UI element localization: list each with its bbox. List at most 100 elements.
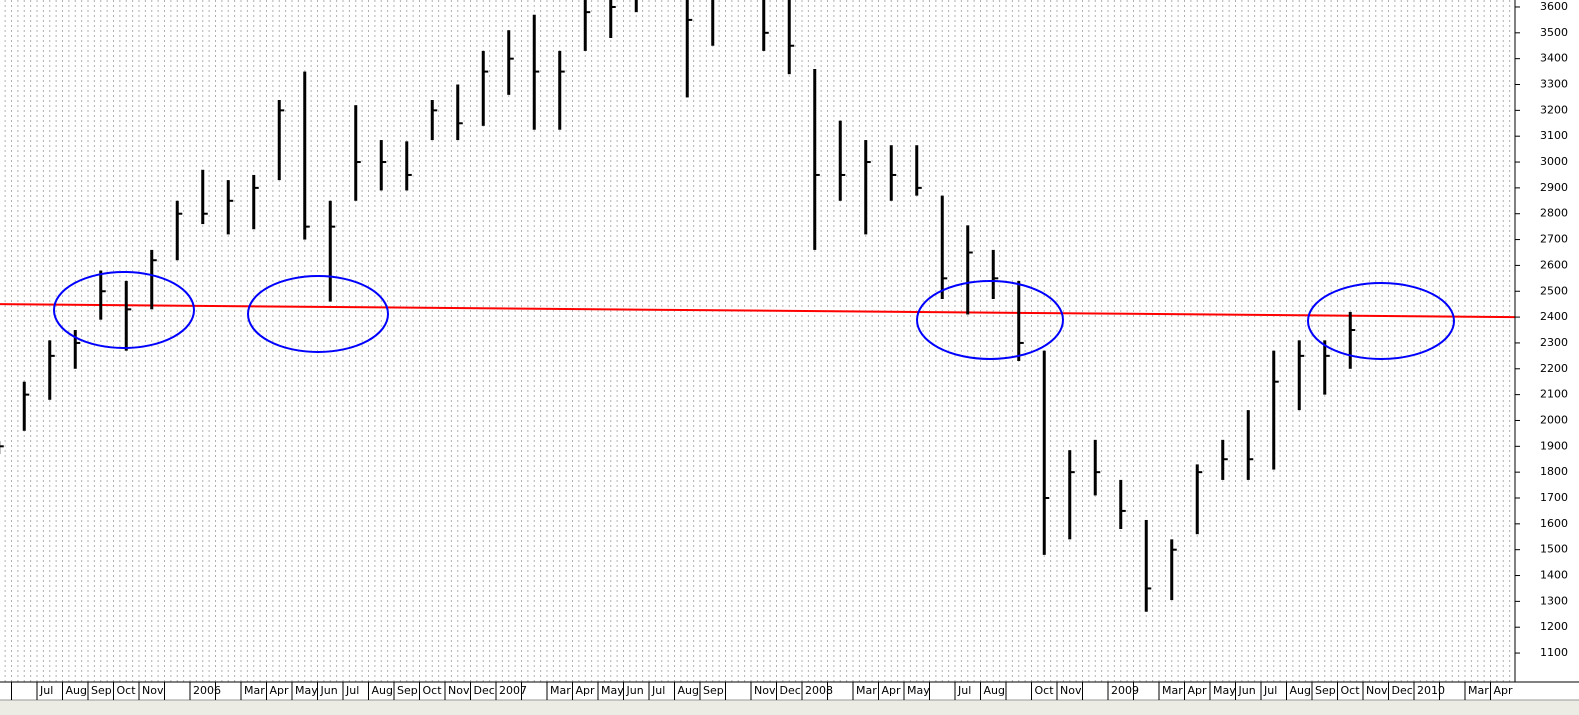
highlight-ellipse [1307, 282, 1455, 360]
y-tick-label: 2200 [1540, 362, 1568, 375]
price-bar [787, 0, 791, 75]
price-bar [864, 140, 868, 235]
y-tick-label: 2300 [1540, 336, 1568, 349]
price-bar [813, 69, 817, 250]
x-tick-label: Sep [91, 684, 112, 697]
y-tick-label: 1100 [1540, 646, 1568, 659]
x-tick-label: 2006 [193, 684, 221, 697]
y-tick-label: 1300 [1540, 594, 1568, 607]
price-bar [1144, 519, 1148, 612]
price-bar [405, 141, 409, 191]
x-tick-label: Apr [270, 684, 290, 697]
x-tick-label: Aug [678, 684, 699, 697]
price-bar [99, 270, 103, 320]
x-tick-label: May [601, 684, 624, 697]
price-bar [1170, 539, 1174, 601]
price-bar [150, 249, 154, 310]
y-tick-label: 3200 [1540, 103, 1568, 116]
x-tick-label: Aug [1290, 684, 1311, 697]
y-tick-label: 1500 [1540, 543, 1568, 556]
y-tick-label: 3300 [1540, 78, 1568, 91]
grid [4, 0, 1511, 682]
y-tick-label: 2400 [1540, 310, 1568, 323]
x-tick-label: Mar [550, 684, 571, 697]
x-tick-label: Aug [66, 684, 87, 697]
axes: 1100 1200 1300 1400 1500 1600 1700 1800 1900 2000… [11, 0, 1568, 700]
y-tick-label: 3100 [1540, 129, 1568, 142]
price-bar [277, 100, 281, 181]
y-tick-label: 1600 [1540, 517, 1568, 530]
price-bar [558, 50, 562, 130]
x-tick-label: Mar [1468, 684, 1489, 697]
plot [0, 0, 1515, 612]
x-tick-label: Oct [117, 684, 137, 697]
x-tick-label: Aug [984, 684, 1005, 697]
y-tick-label: 1800 [1540, 465, 1568, 478]
x-tick-label: Mar [1162, 684, 1183, 697]
price-bar [1119, 479, 1123, 530]
x-tick-label: Jun [1238, 684, 1256, 697]
price-bar [711, 0, 715, 46]
highlight-ellipse [916, 280, 1064, 360]
price-bar [507, 30, 511, 95]
price-bar [1348, 311, 1352, 369]
x-tick-label: Dec [474, 684, 495, 697]
x-tick-label: Jul [345, 684, 359, 697]
y-tick-label: 1900 [1540, 439, 1568, 452]
price-bar [124, 280, 128, 351]
price-bar [838, 120, 842, 201]
price-bar [940, 195, 944, 300]
price-bar [583, 0, 587, 51]
x-tick-label: Sep [1315, 684, 1336, 697]
y-tick-label: 2600 [1540, 258, 1568, 271]
price-bar [1272, 350, 1276, 470]
y-tick-label: 2500 [1540, 284, 1568, 297]
x-tick-label: Oct [1035, 684, 1055, 697]
price-bar [252, 174, 256, 230]
x-tick-label: Mar [856, 684, 877, 697]
x-tick-label: Aug [372, 684, 393, 697]
price-bar [48, 340, 52, 400]
price-bar [1246, 410, 1250, 480]
y-tick-label: 2100 [1540, 388, 1568, 401]
x-tick-label: Jul [651, 684, 665, 697]
x-tick-label: Nov [448, 684, 470, 697]
price-bar [175, 200, 179, 261]
x-tick-label: Apr [1494, 684, 1514, 697]
y-tick-label: 1200 [1540, 620, 1568, 633]
y-tick-label: 3600 [1540, 0, 1568, 13]
x-tick-label: Jul [957, 684, 971, 697]
y-tick-label: 2800 [1540, 207, 1568, 220]
price-bar [22, 381, 26, 431]
highlight-ellipse [53, 271, 195, 349]
x-tick-label: Nov [142, 684, 164, 697]
x-tick-label: Dec [780, 684, 801, 697]
x-tick-label: Sep [397, 684, 418, 697]
x-tick-label: 2009 [1111, 684, 1139, 697]
price-bar [889, 145, 893, 201]
x-tick-label: Nov [1060, 684, 1082, 697]
price-bar [481, 50, 485, 126]
price-bar [328, 200, 332, 302]
y-tick-label: 1700 [1540, 491, 1568, 504]
x-tick-label: Sep [703, 684, 724, 697]
y-tick-label: 1400 [1540, 569, 1568, 582]
x-tick-label: 2010 [1417, 684, 1445, 697]
price-bar [1042, 350, 1046, 555]
y-tick-label: 3000 [1540, 155, 1568, 168]
x-tick-label: Jun [320, 684, 338, 697]
price-bar [430, 100, 434, 141]
price-bar [456, 84, 460, 141]
y-tick-label: 2000 [1540, 413, 1568, 426]
annotations [53, 271, 1455, 360]
x-tick-label: May [907, 684, 930, 697]
price-bar [379, 140, 383, 191]
y-tick-label: 3400 [1540, 52, 1568, 65]
y-tick-label: 3500 [1540, 26, 1568, 39]
x-tick-label: Nov [1366, 684, 1388, 697]
highlight-ellipse [247, 275, 389, 353]
x-tick-label: Mar [244, 684, 265, 697]
